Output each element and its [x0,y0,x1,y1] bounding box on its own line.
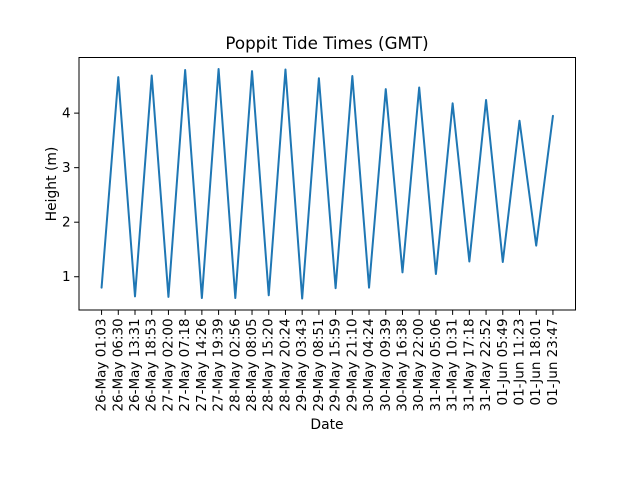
chart-plot-area: 1 2 3 4 26-May 01:03 26-May 06:30 26-May 13:31… [62,57,576,412]
x-tick-label: 29-May 15:59 [328,318,344,411]
x-tick-label: 27-May 19:39 [211,318,227,411]
y-tick-label: 3 [62,160,71,176]
y-tick-label: 4 [62,106,71,122]
x-tick-label: 30-May 09:39 [378,318,394,411]
chart-title: Poppit Tide Times (GMT) [225,33,428,53]
x-tick-label: 31-May 05:06 [428,318,444,411]
x-tick-label: 26-May 18:53 [144,318,160,411]
x-tick-label: 01-Jun 23:47 [545,318,561,405]
x-tick-label: 28-May 08:05 [244,318,260,411]
x-tick-label: 01-Jun 05:49 [495,318,511,405]
x-tick-label: 01-Jun 11:23 [511,318,527,405]
x-tick-label: 27-May 07:18 [177,318,193,411]
x-tick-label: 29-May 03:43 [294,318,310,411]
x-tick-label: 31-May 10:31 [445,318,461,411]
x-tick-label: 31-May 17:18 [461,318,477,411]
x-tick-label: 27-May 02:00 [160,318,176,411]
x-tick-label: 28-May 20:24 [277,318,293,411]
x-tick-label: 26-May 13:31 [127,318,143,411]
x-tick-label: 01-Jun 18:01 [528,318,544,405]
x-tick-label: 27-May 14:26 [194,318,210,411]
y-axis-label: Height (m) [44,147,60,222]
x-tick-label: 28-May 15:20 [261,318,277,411]
x-tick-label: 28-May 02:56 [227,318,243,411]
x-tick-label: 26-May 01:03 [94,318,110,411]
x-tick-label: 29-May 08:51 [311,318,327,411]
x-tick-label: 30-May 22:00 [411,318,427,411]
plot-border [78,57,576,311]
x-tick-label: 30-May 04:24 [361,318,377,411]
x-tick-label: 29-May 21:10 [344,318,360,411]
x-tick-label: 31-May 22:52 [478,318,494,411]
tide-height-line [100,67,554,300]
y-tick-label: 1 [62,269,71,285]
x-axis-label: Date [310,417,343,433]
y-tick-label: 2 [62,215,71,231]
x-tick-label: 30-May 16:38 [394,318,410,411]
x-tick-label: 26-May 06:30 [110,318,126,411]
